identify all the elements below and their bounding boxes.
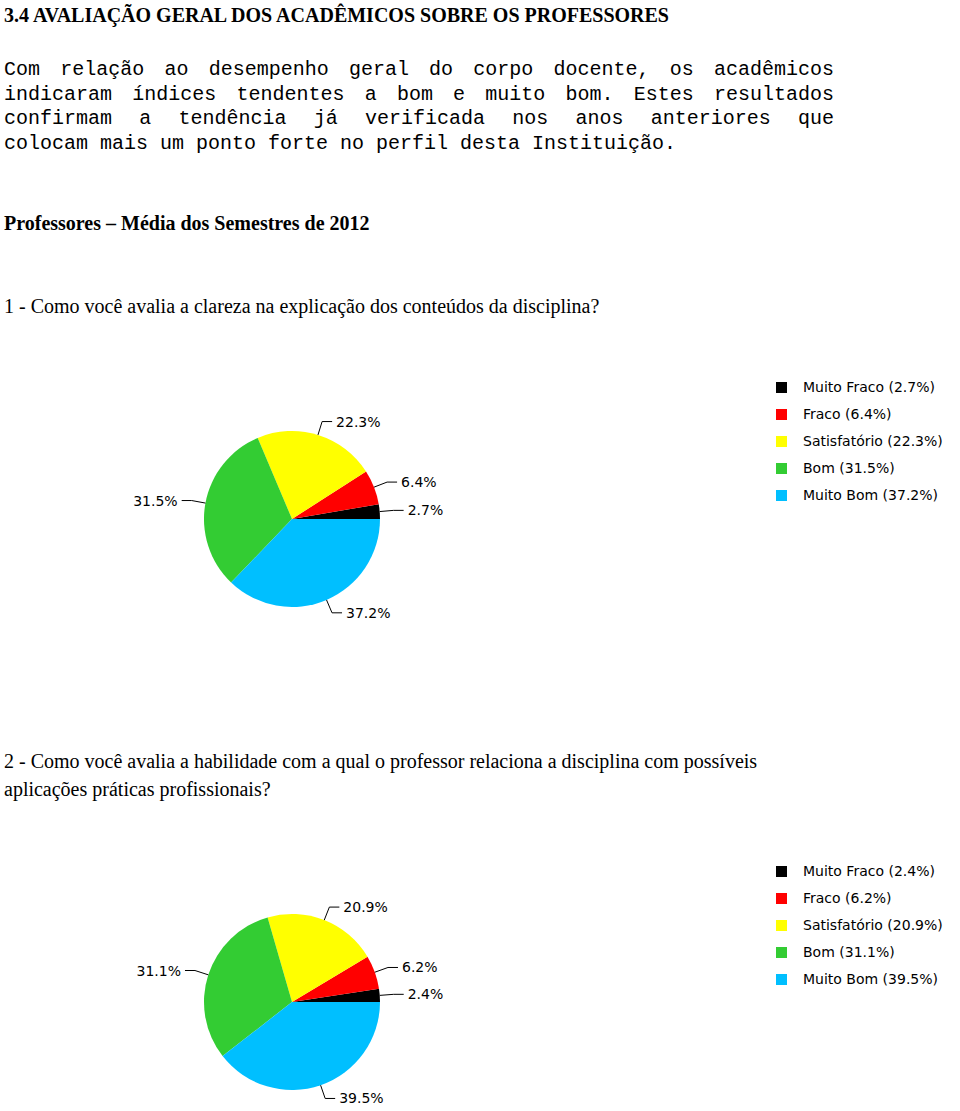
legend-swatch [776,409,787,420]
leader-line [380,510,404,511]
legend-swatch [776,382,787,393]
legend-label: Bom (31.5%) [803,460,895,476]
data-label: 37.2% [346,605,390,621]
heading: 3.4 AVALIAÇÃO GERAL DOS ACADÊMICOS SOBRE… [4,4,669,27]
pie [204,431,380,607]
subtitle: Professores – Média dos Semestres de 201… [4,212,370,235]
legend-label: Bom (31.1%) [803,944,895,960]
paragraph-line: Com relação ao desempenho geral do corpo… [4,58,834,82]
leader-line [374,482,397,487]
pie-slice [231,519,380,607]
legend-swatch [776,866,787,877]
legend-label: Satisfatório (22.3%) [803,433,943,449]
charts-layer: 2.7% 6.4% 22.3% 31.5% 37.2% Muito Fraco (2.7%… [0,0,960,1111]
legend-label: Muito Fraco (2.4%) [803,863,935,879]
pie-labels: 2.7% 6.4% 22.3% 31.5% 37.2% [133,414,443,621]
data-label: 22.3% [336,414,380,430]
pie-labels: 2.4% 6.2% 20.9% 31.1% 39.5% [136,899,443,1106]
data-label: 6.4% [401,474,437,490]
legend-swatch [776,490,787,501]
legend-label: Muito Bom (37.2%) [803,487,938,503]
data-label: 2.7% [408,502,444,518]
pie-slice [223,1002,380,1090]
legend-swatch [776,920,787,931]
legend-label: Muito Fraco (2.7%) [803,379,935,395]
leader-line [324,907,339,920]
legend: Muito Fraco (2.4%) Fraco (6.2%) Satisfatór… [776,863,943,987]
leader-line [375,967,398,972]
legend-label: Satisfatório (20.9%) [803,917,943,933]
leader-line [380,994,404,995]
legend: Muito Fraco (2.7%) Fraco (6.4%) Satisfatór… [776,379,943,503]
data-label: 6.2% [402,959,438,975]
legend-swatch [776,974,787,985]
pie [204,914,380,1090]
leader-line [318,422,332,435]
paragraph-line: confirmam a tendência já verificada nos … [4,107,834,131]
question: 2 - Como você avalia a habilidade com a … [4,747,814,803]
legend-label: Muito Bom (39.5%) [803,971,938,987]
leader-line [321,1085,336,1098]
paragraph-line: colocam mais um ponto forte no perfil de… [4,132,834,156]
data-label: 31.5% [133,493,177,509]
question: 1 - Como você avalia a clareza na explic… [4,292,814,320]
data-label: 20.9% [343,899,387,915]
legend-swatch [776,463,787,474]
data-label: 31.1% [136,963,180,979]
legend-swatch [776,947,787,958]
legend-swatch [776,436,787,447]
leader-line [182,501,206,504]
leader-line [327,600,342,613]
leader-line [185,971,208,975]
legend-swatch [776,893,787,904]
data-label: 2.4% [408,986,444,1002]
data-label: 39.5% [339,1090,383,1106]
legend-label: Fraco (6.4%) [803,406,892,422]
paragraph-line: indicaram índices tendentes a bom e muit… [4,83,834,107]
legend-label: Fraco (6.2%) [803,890,892,906]
